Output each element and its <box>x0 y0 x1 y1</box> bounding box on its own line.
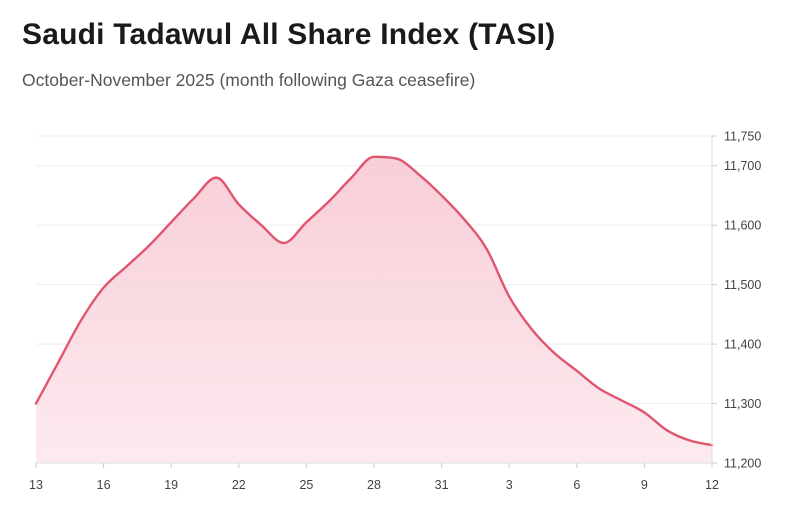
x-axis-ticks: 13 16 19 22 25 28 31 3 6 9 12 <box>29 463 719 492</box>
y-tick-label: 11,300 <box>724 397 761 411</box>
x-tick-label: 25 <box>299 478 313 492</box>
x-tick-label: 16 <box>97 478 111 492</box>
area-fill <box>36 156 712 463</box>
chart-subtitle: October-November 2025 (month following G… <box>22 70 476 90</box>
x-tick-label: 3 <box>506 478 513 492</box>
y-tick-label: 11,500 <box>724 278 761 292</box>
y-tick-label: 11,400 <box>724 338 761 352</box>
y-tick-label: 11,750 <box>724 130 761 144</box>
y-tick-label: 11,200 <box>724 457 761 471</box>
x-tick-label: 13 <box>29 478 43 492</box>
x-tick-label: 22 <box>232 478 246 492</box>
y-axis-ticks: 11,200 11,300 11,400 11,500 11,600 11,700 11,7… <box>712 130 761 471</box>
y-tick-label: 11,700 <box>724 159 761 173</box>
chart-title: Saudi Tadawul All Share Index (TASI) <box>22 18 556 51</box>
series-line-tasi <box>34 155 714 447</box>
x-tick-label: 31 <box>435 478 449 492</box>
x-tick-label: 6 <box>573 478 580 492</box>
x-tick-label: 19 <box>164 478 178 492</box>
x-tick-label: 9 <box>641 478 648 492</box>
x-tick-label: 12 <box>705 478 719 492</box>
x-tick-label: 28 <box>367 478 381 492</box>
y-tick-label: 11,600 <box>724 219 761 233</box>
